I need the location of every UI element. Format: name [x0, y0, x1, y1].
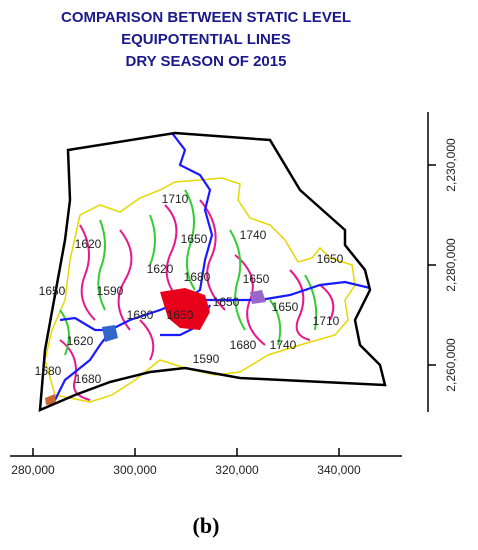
title-line: EQUIPOTENTIAL LINES: [121, 31, 291, 48]
contour-label: 1650: [39, 284, 66, 298]
urban-area: [102, 325, 118, 342]
contour-label: 1650: [213, 295, 240, 309]
contour-label: 1680: [184, 270, 211, 284]
contour-label: 1650: [243, 272, 270, 286]
y-tick-label: 2,230,000: [444, 138, 458, 192]
x-tick-label: 280,000: [11, 463, 55, 477]
contour-label: 1650: [317, 252, 344, 266]
contour-label: 1590: [193, 352, 220, 366]
title-line: DRY SEASON OF 2015: [126, 53, 287, 70]
contour-label: 1650: [272, 300, 299, 314]
district-boundary: [38, 131, 387, 412]
contour-label: 1680: [127, 308, 154, 322]
x-tick-label: 340,000: [317, 463, 361, 477]
river: [54, 132, 371, 401]
contour-label: 1620: [147, 262, 174, 276]
contour-label: 1620: [75, 237, 102, 251]
y-tick-label: 2,260,000: [444, 338, 458, 392]
urban-area: [160, 288, 210, 330]
y-axis: [427, 112, 436, 412]
x-tick-label: 300,000: [113, 463, 157, 477]
y-tick-label: 2,280,000: [444, 238, 458, 292]
contour-label: 1680: [35, 364, 62, 378]
contour-label: 1650: [181, 232, 208, 246]
contour-label: 1710: [313, 314, 340, 328]
urban-area: [45, 394, 56, 405]
contour-label: 1680: [230, 338, 257, 352]
title-line: COMPARISON BETWEEN STATIC LEVEL: [61, 9, 351, 26]
contour-label: 1740: [240, 228, 267, 242]
contour-labels: 1710 1740 1650 1620 1620 1680 1650 1650 …: [35, 192, 344, 386]
contour-label: 1590: [97, 284, 124, 298]
x-tick-label: 320,000: [215, 463, 259, 477]
urban-area: [250, 290, 266, 304]
contour-label: 1620: [67, 334, 94, 348]
equipotential-lines: [59, 189, 335, 401]
contour-label: 1680: [75, 372, 102, 386]
contour-label: 1710: [162, 192, 189, 206]
contour-label: 1740: [270, 338, 297, 352]
contour-label: 1650: [167, 308, 194, 322]
x-axis: [10, 448, 402, 457]
caption: (b): [193, 513, 220, 538]
